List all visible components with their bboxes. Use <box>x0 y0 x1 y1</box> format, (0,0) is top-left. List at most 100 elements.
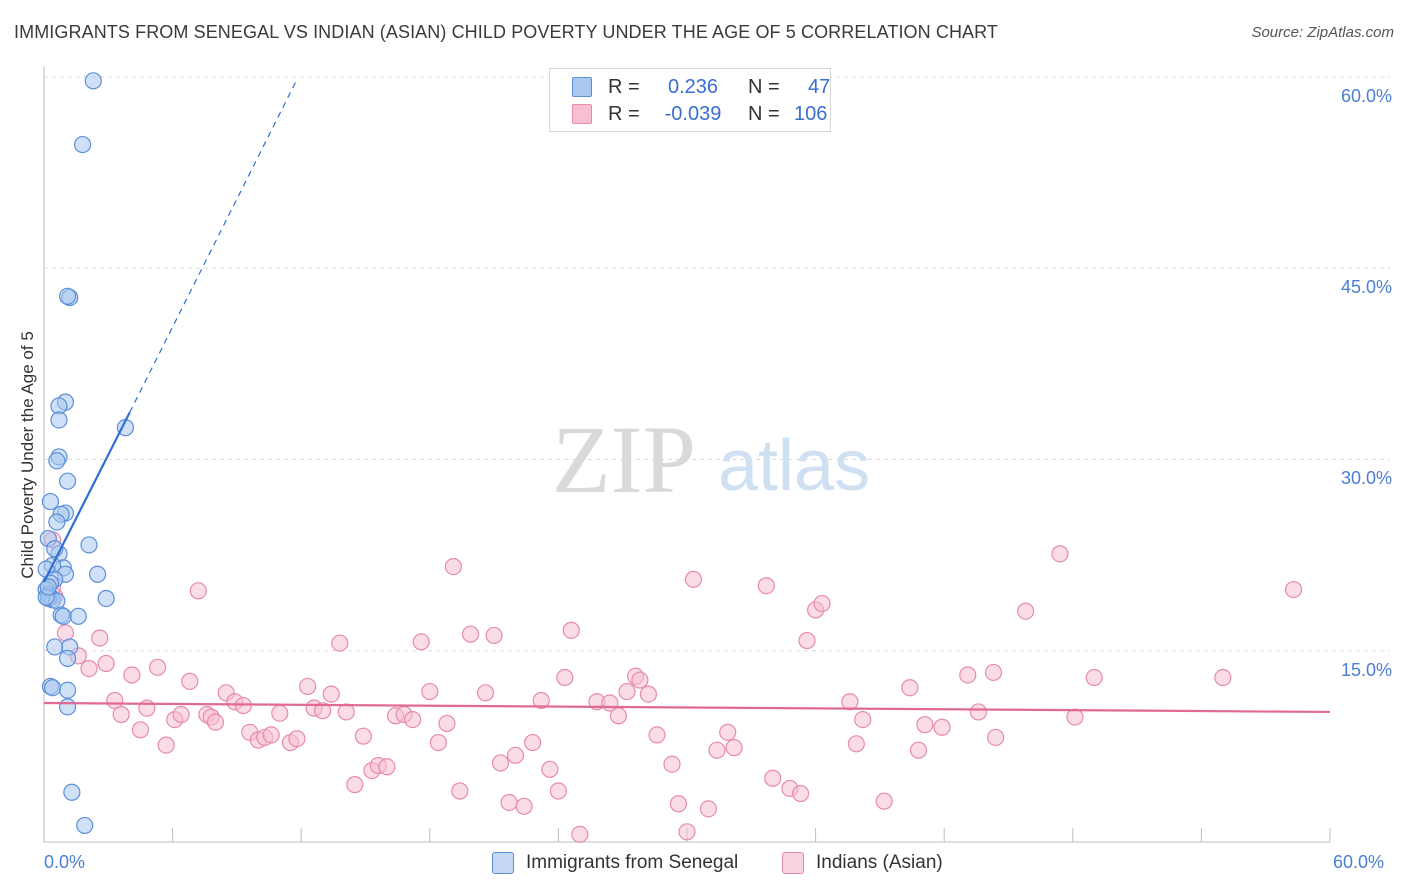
senegal-point <box>48 513 66 531</box>
senegal-point <box>58 649 77 668</box>
senegal-point <box>69 607 87 625</box>
y-axis-label: Child Poverty Under the Age of 5 <box>18 331 37 579</box>
indians-asian-point <box>841 693 859 711</box>
indians-asian-point <box>262 726 280 744</box>
grid-lines <box>44 76 1390 652</box>
indians-asian-point <box>299 677 317 696</box>
indians-asian-point <box>933 718 951 736</box>
indians-asian-point <box>984 663 1003 682</box>
senegal-point <box>58 681 77 699</box>
indians-asian-point <box>404 710 422 729</box>
senegal-point <box>58 287 77 305</box>
indians-asian-point <box>678 823 696 841</box>
indians-asian-point <box>684 570 703 588</box>
indians-asian-point <box>562 621 580 639</box>
legend-r-value: -0.039 <box>664 102 722 125</box>
watermark-zip: ZIP <box>552 406 696 513</box>
indians-asian-point <box>354 727 372 745</box>
indians-asian-point <box>987 728 1005 747</box>
senegal-point <box>46 638 64 656</box>
indians-asian-point <box>288 730 306 748</box>
indians-asian-point <box>719 723 737 741</box>
indians-asian-points <box>43 531 1303 843</box>
senegal-point <box>58 472 77 490</box>
indians-asian-point <box>421 682 439 701</box>
indians-asian-point <box>708 741 726 759</box>
senegal-points <box>37 72 135 835</box>
indians-asian-point <box>172 705 190 724</box>
legend-item-indians[interactable]: Indians (Asian) <box>782 852 943 874</box>
indians-asian-point <box>875 792 893 810</box>
indians-asian-point <box>725 739 743 757</box>
legend-item-senegal[interactable]: Immigrants from Senegal <box>492 852 738 874</box>
indians-asian-point <box>378 758 396 776</box>
legend-r-label: R = <box>608 75 640 98</box>
senegal-point <box>97 589 115 608</box>
indians-asian-point <box>648 726 666 744</box>
indians-asian-point <box>189 582 207 600</box>
legend-swatch-blue <box>492 852 514 874</box>
indians-asian-point <box>663 755 681 773</box>
indians-asian-point <box>80 659 98 678</box>
indians-asian-point <box>337 703 355 721</box>
indians-asian-point <box>461 625 480 643</box>
senegal-point <box>84 72 102 90</box>
x-axis-ticks <box>43 828 1331 842</box>
x-tick-60: 60.0% <box>1333 852 1385 872</box>
indians-asian-point <box>131 721 150 739</box>
legend-row-senegal: R = 0.236 N = 47 <box>572 75 830 99</box>
senegal-point <box>88 565 107 583</box>
indians-asian-point <box>669 795 688 813</box>
indians-asian-point <box>112 705 130 724</box>
legend-swatch-pink <box>572 104 592 124</box>
senegal-point <box>54 607 72 625</box>
legend-n-label: N = <box>748 102 780 125</box>
series-legend: Immigrants from Senegal Indians (Asian) <box>0 852 1406 878</box>
indians-asian-point <box>234 696 252 715</box>
indians-asian-point <box>798 631 816 650</box>
indians-asian-point <box>764 769 782 787</box>
senegal-trend-extension <box>129 79 298 413</box>
indians-asian-point <box>854 710 872 729</box>
indians-asian-point <box>639 685 658 703</box>
indians-asian-trend-line <box>43 701 1331 714</box>
legend-n-label: N = <box>748 75 780 98</box>
legend-n-value: 106 <box>794 102 828 125</box>
indians-asian-point <box>438 714 456 733</box>
legend-r-label: R = <box>608 102 640 125</box>
indians-asian-point <box>556 668 574 687</box>
legend-swatch-blue <box>572 77 592 97</box>
indians-asian-point <box>791 784 810 803</box>
indians-asian-point <box>97 654 115 673</box>
legend-row-indians: R = -0.039 N = 106 <box>572 102 827 126</box>
senegal-trend-line <box>43 411 131 583</box>
indians-asian-point <box>757 577 775 595</box>
senegal-point <box>63 783 81 801</box>
indians-asian-point <box>515 797 533 815</box>
indians-asian-point <box>331 634 349 652</box>
indians-asian-point <box>314 702 332 720</box>
senegal-point <box>58 698 77 716</box>
legend-r-value: 0.236 <box>667 75 719 98</box>
indians-asian-point <box>271 704 289 722</box>
indians-asian-point <box>1051 545 1069 563</box>
indians-asian-point <box>959 666 977 684</box>
senegal-point <box>73 135 92 154</box>
senegal-point <box>48 452 66 470</box>
legend-n-value: 47 <box>808 75 831 98</box>
legend-label-indians: Indians (Asian) <box>816 852 943 873</box>
y-tick-30: 30.0% <box>1340 468 1392 488</box>
chart-title: IMMIGRANTS FROM SENEGAL VS INDIAN (ASIAN… <box>14 22 999 42</box>
indians-asian-point <box>412 633 430 651</box>
trend-lines <box>43 79 1331 714</box>
indians-asian-point <box>549 782 568 800</box>
indians-asian-point <box>123 666 141 684</box>
indians-asian-point <box>500 793 518 812</box>
watermark-atlas: atlas <box>718 426 870 506</box>
indians-asian-point <box>524 733 542 752</box>
indians-asian-point <box>847 735 865 753</box>
senegal-point <box>80 536 98 554</box>
chart-source: Source: ZipAtlas.com <box>1251 24 1394 41</box>
indians-asian-point <box>1214 668 1232 687</box>
